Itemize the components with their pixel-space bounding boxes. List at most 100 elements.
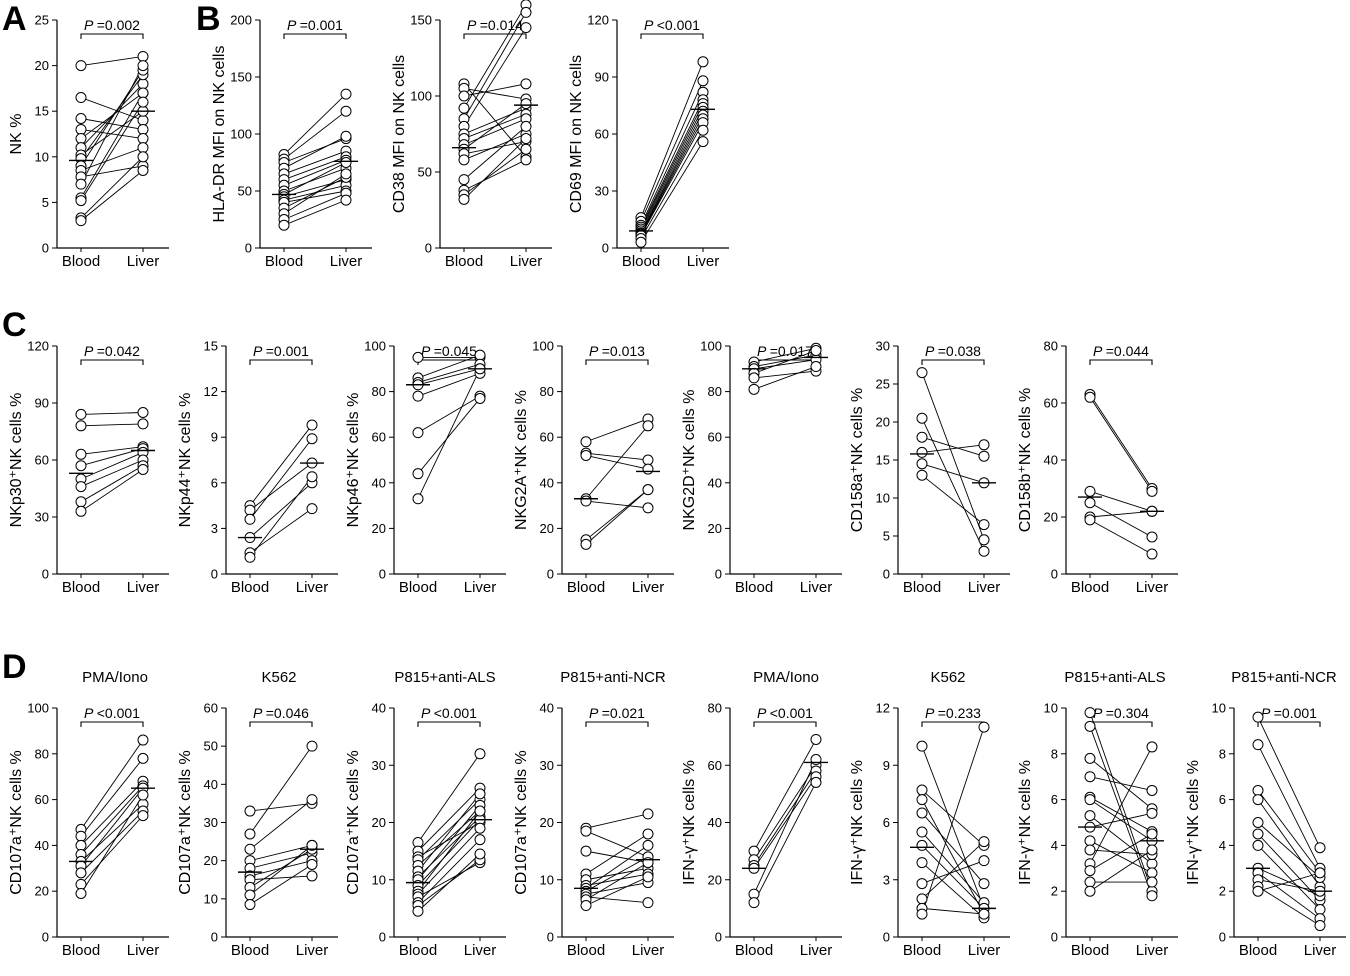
y-axis-label: NK % bbox=[8, 114, 25, 155]
y-tick-label: 4 bbox=[1219, 838, 1226, 853]
data-point-liver bbox=[520, 98, 532, 110]
y-tick-label: 12 bbox=[204, 384, 218, 399]
p-value-label: P <0.001 bbox=[644, 17, 700, 33]
pair-line bbox=[417, 363, 481, 383]
data-point-blood bbox=[458, 90, 470, 102]
pair-line bbox=[585, 489, 649, 545]
y-axis-label: CD107a⁺NK cells % bbox=[177, 750, 194, 895]
x-tick-label: Blood bbox=[399, 579, 437, 596]
pair-line bbox=[283, 156, 347, 181]
data-point-liver bbox=[474, 392, 486, 404]
y-tick-label: 9 bbox=[211, 430, 218, 445]
y-axis-label: IFN-γ⁺NK cells % bbox=[849, 760, 866, 885]
y-tick-label: 10 bbox=[540, 872, 554, 887]
pair-line bbox=[640, 122, 704, 236]
p-value-label: P =0.014 bbox=[467, 17, 523, 33]
data-point-blood bbox=[580, 825, 592, 837]
y-tick-label: 100 bbox=[410, 89, 432, 104]
pair-line bbox=[921, 444, 985, 453]
data-point-blood bbox=[916, 740, 928, 752]
y-tick-label: 10 bbox=[876, 491, 890, 506]
y-axis-label: CD107a⁺NK cells % bbox=[513, 750, 530, 895]
data-point-blood bbox=[75, 839, 87, 851]
pair-line bbox=[1257, 833, 1321, 901]
pair-line bbox=[1257, 790, 1321, 874]
pair-line bbox=[249, 875, 313, 881]
pair-line bbox=[640, 80, 704, 222]
data-point-blood bbox=[916, 878, 928, 890]
data-point-blood bbox=[1252, 828, 1264, 840]
data-point-liver bbox=[1146, 828, 1158, 840]
pair-line bbox=[80, 785, 144, 855]
significance-bracket bbox=[283, 33, 347, 39]
pair-line bbox=[417, 398, 481, 474]
data-point-liver bbox=[306, 740, 318, 752]
y-tick-label: 12 bbox=[876, 701, 890, 716]
data-point-liver bbox=[137, 789, 149, 801]
pair-line bbox=[283, 162, 347, 195]
data-point-blood bbox=[1084, 810, 1096, 822]
data-point-liver bbox=[137, 133, 149, 145]
pair-line bbox=[283, 135, 347, 169]
data-point-liver bbox=[340, 194, 352, 206]
data-point-blood bbox=[916, 908, 928, 920]
x-tick-label: Blood bbox=[622, 253, 660, 270]
data-point-liver bbox=[978, 545, 990, 557]
y-tick-label: 80 bbox=[708, 384, 722, 399]
y-tick-label: 50 bbox=[238, 184, 252, 199]
pair-line bbox=[585, 845, 649, 889]
x-tick-label: Liver bbox=[800, 579, 833, 596]
y-tick-label: 40 bbox=[204, 777, 218, 792]
pair-line bbox=[249, 462, 313, 511]
x-tick-label: Liver bbox=[800, 942, 833, 959]
chart-D4: 0 10 20 30 40 Blood Liver CD107a⁺NK cells % P =0… bbox=[513, 701, 674, 959]
pair-line bbox=[585, 489, 649, 541]
y-tick-label: 60 bbox=[540, 430, 554, 445]
data-point-blood bbox=[916, 893, 928, 905]
x-tick-label: Blood bbox=[62, 942, 100, 959]
data-point-liver bbox=[137, 407, 149, 418]
x-tick-label: Liver bbox=[687, 253, 720, 270]
pair-line bbox=[417, 862, 481, 898]
pair-line bbox=[921, 860, 985, 884]
y-axis-label: CD38 MFI on NK cells bbox=[391, 55, 408, 213]
data-point-blood bbox=[412, 427, 424, 439]
data-point-liver bbox=[642, 454, 654, 466]
data-point-liver bbox=[978, 450, 990, 462]
y-tick-label: 80 bbox=[372, 384, 386, 399]
pair-line bbox=[283, 150, 347, 175]
p-value-label: P =0.304 bbox=[1093, 705, 1149, 721]
pair-line bbox=[80, 92, 144, 199]
y-tick-label: 0 bbox=[379, 930, 386, 945]
significance-bracket bbox=[585, 359, 649, 365]
pair-line bbox=[417, 368, 481, 386]
y-tick-label: 60 bbox=[595, 127, 609, 142]
p-value-label: P =0.045 bbox=[421, 343, 477, 359]
y-tick-label: 40 bbox=[372, 701, 386, 716]
data-point-blood bbox=[916, 839, 928, 851]
chart-D8: 0 2 4 6 8 10 Blood Liver IFN-γ⁺NK cells % P =0.00… bbox=[1185, 701, 1346, 959]
pair-line bbox=[753, 350, 817, 374]
y-tick-label: 40 bbox=[540, 701, 554, 716]
data-point-liver bbox=[1314, 842, 1326, 854]
pair-line bbox=[585, 876, 649, 906]
data-point-blood bbox=[75, 133, 87, 145]
data-point-liver bbox=[137, 151, 149, 163]
p-value-label: P =0.233 bbox=[925, 705, 981, 721]
y-axis-label: NKp30⁺NK cells % bbox=[8, 393, 25, 528]
pair-line bbox=[1089, 849, 1153, 892]
pair-line bbox=[921, 474, 985, 525]
data-point-blood bbox=[244, 843, 256, 855]
x-tick-label: Liver bbox=[968, 579, 1001, 596]
data-point-blood bbox=[75, 867, 87, 879]
data-point-blood bbox=[1084, 876, 1096, 888]
data-point-liver bbox=[474, 788, 486, 800]
pair-line bbox=[640, 118, 704, 235]
x-tick-label: Liver bbox=[510, 253, 543, 270]
p-value-label: P <0.001 bbox=[757, 705, 813, 721]
data-point-blood bbox=[75, 408, 87, 420]
data-point-blood bbox=[75, 460, 87, 472]
chart-D3: 0 10 20 30 40 Blood Liver CD107a⁺NK cells % P <0… bbox=[345, 701, 506, 959]
y-tick-label: 0 bbox=[883, 567, 890, 582]
pair-line bbox=[1089, 840, 1153, 874]
